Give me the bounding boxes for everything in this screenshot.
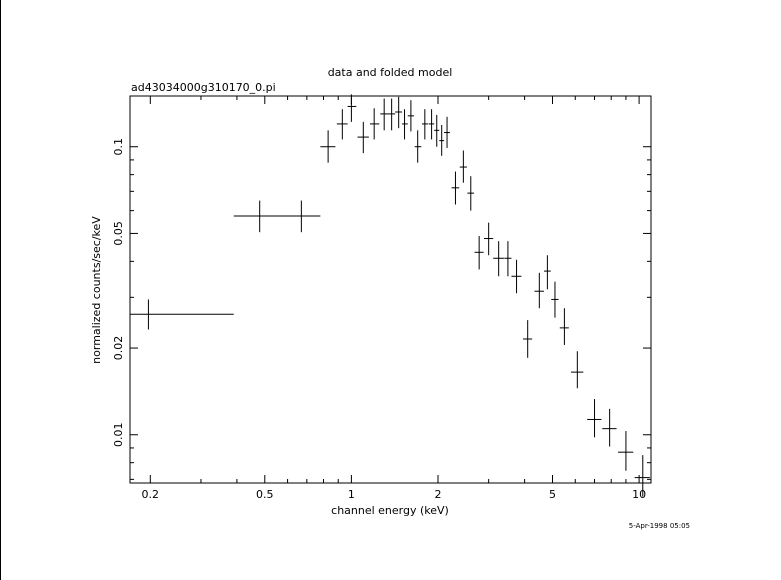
data-point (493, 241, 504, 277)
chart-subtitle: ad43034000g310170_0.pi (131, 81, 276, 94)
data-point (439, 124, 445, 156)
data-point (347, 94, 357, 122)
data-point (571, 351, 584, 389)
y-tick-label: 0.1 (112, 138, 125, 156)
chart-title: data and folded model (328, 66, 453, 79)
x-tick-label: 0.5 (256, 488, 274, 501)
data-point (380, 98, 388, 131)
data-point (395, 96, 403, 129)
data-point (428, 109, 435, 140)
plot-frame (129, 95, 652, 484)
data-point (467, 176, 475, 211)
x-tick-label: 2 (435, 488, 442, 501)
data-point (130, 299, 234, 330)
data-point (559, 308, 569, 345)
data-point (357, 121, 369, 154)
y-tick-label: 0.01 (112, 423, 125, 448)
data-point (474, 235, 484, 270)
data-point (407, 100, 414, 132)
data-point (483, 222, 494, 256)
data-point (459, 150, 467, 183)
timestamp: 5-Apr-1998 05:05 (629, 522, 690, 530)
y-axis-label: normalized counts/sec/keV (90, 216, 103, 364)
data-point (618, 431, 634, 471)
data-point (451, 171, 460, 205)
data-point (387, 98, 396, 131)
data-points (130, 94, 650, 497)
data-point (602, 408, 617, 447)
data-point (534, 272, 544, 309)
data-point (369, 108, 380, 140)
y-tick-label: 0.02 (112, 336, 125, 361)
data-point (444, 116, 450, 148)
y-tick-label: 0.05 (112, 221, 125, 246)
data-point (511, 259, 522, 294)
x-tick-label: 5 (549, 488, 556, 501)
data-point (422, 109, 429, 140)
data-point (414, 130, 422, 163)
x-axis: 0.2 0.5 1 2 5 10 (142, 96, 646, 501)
data-point (320, 130, 336, 163)
data-point (402, 109, 408, 140)
x-axis-label: channel energy (keV) (331, 504, 449, 517)
data-point (543, 255, 551, 290)
data-point (434, 114, 440, 147)
data-point (634, 455, 650, 497)
data-point (278, 200, 321, 233)
data-point (523, 320, 533, 358)
x-tick-label: 1 (348, 488, 355, 501)
x-tick-label: 10 (632, 488, 646, 501)
data-point (504, 241, 512, 277)
data-point (551, 281, 559, 318)
data-point (587, 399, 602, 438)
data-point (233, 200, 279, 233)
data-point (336, 109, 348, 140)
x-tick-label: 0.2 (142, 488, 160, 501)
y-axis: 0.01 0.02 0.05 0.1 (112, 138, 651, 480)
